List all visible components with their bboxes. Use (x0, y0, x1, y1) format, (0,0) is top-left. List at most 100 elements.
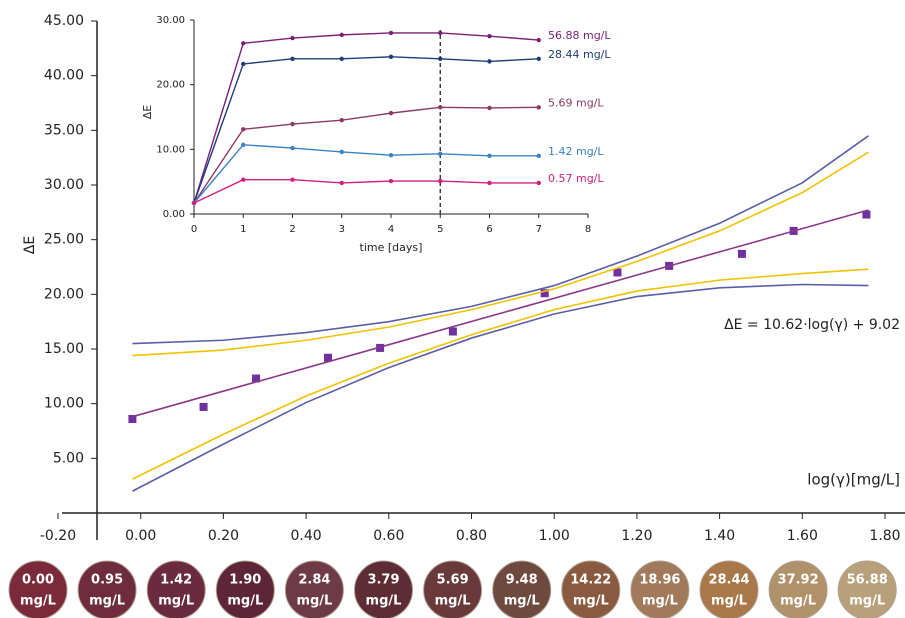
y-tick-label: 20.00 (44, 286, 84, 302)
data-point (200, 403, 208, 411)
series-point (340, 118, 344, 122)
series-line (194, 145, 539, 203)
series-point (487, 34, 491, 38)
chart: ΔE log(γ)[mg/L] ΔE = 10.62·log(γ) + 9.02… (0, 0, 905, 618)
series-point (241, 41, 245, 45)
series-point (389, 179, 393, 183)
y-tick-label: 5.00 (53, 450, 84, 466)
curve (132, 269, 868, 479)
inset-x-tick-label: 7 (536, 224, 542, 235)
sample-unit: mg/L (366, 594, 402, 609)
sample-unit: mg/L (780, 594, 816, 609)
sample-disc (355, 561, 413, 618)
sample-disc (631, 561, 689, 618)
y-axis-label: ΔE (22, 236, 38, 254)
sample-unit: mg/L (20, 594, 56, 609)
x-tick-label: 0.80 (456, 528, 487, 544)
curve (132, 284, 868, 491)
sample-value: 56.88 (847, 573, 888, 588)
inset-y-tick-label: 10.00 (156, 144, 185, 155)
inset-x-tick-label: 4 (388, 224, 394, 235)
y-tick-label: 45.00 (44, 13, 84, 29)
sample-unit: mg/L (711, 594, 747, 609)
sample-disc (9, 561, 67, 618)
series-point (389, 153, 393, 157)
sample-value: 28.44 (708, 573, 749, 588)
inset-x-tick-label: 3 (339, 224, 345, 235)
series-point (487, 59, 491, 63)
sample-unit: mg/L (573, 594, 609, 609)
inset-x-tick-label: 0 (191, 224, 197, 235)
series-line (194, 57, 539, 203)
sample-unit: mg/L (849, 594, 885, 609)
equation: ΔE = 10.62·log(γ) + 9.02 (724, 317, 900, 333)
series-point (438, 57, 442, 61)
x-tick-label: -0.20 (40, 528, 76, 544)
inset-y-tick-label: 0.00 (163, 209, 185, 220)
series-label: 0.57 mg/L (548, 172, 604, 185)
sample-disc (562, 561, 620, 618)
curve (132, 210, 868, 417)
x-axis-label: log(γ)[mg/L] (807, 471, 900, 489)
sample-unit: mg/L (504, 594, 540, 609)
x-tick-label: 0.40 (291, 528, 322, 544)
series-point (389, 55, 393, 59)
sample-disc (493, 561, 551, 618)
inset-x-label: time [days] (360, 241, 423, 254)
sample-disc (769, 561, 827, 618)
sample-disc (78, 561, 136, 618)
y-tick-label: 40.00 (44, 68, 84, 84)
series-point (290, 178, 294, 182)
series-point (389, 31, 393, 35)
inset-x-tick-label: 5 (437, 224, 443, 235)
x-tick-label: 1.00 (539, 528, 570, 544)
x-tick-label: 0.00 (125, 528, 156, 544)
x-tick-label: 1.80 (869, 528, 900, 544)
data-point (449, 328, 457, 336)
sample-value: 5.69 (437, 573, 469, 588)
y-tick-label: 25.00 (44, 232, 84, 248)
inset-y-label: ΔE (141, 105, 154, 120)
x-tick-label: 1.60 (787, 528, 818, 544)
sample-value: 0.00 (22, 573, 54, 588)
sample-value: 1.90 (229, 573, 261, 588)
y-tick-label: 15.00 (44, 341, 84, 357)
y-tick-label: 30.00 (44, 177, 84, 193)
sample-value: 37.92 (778, 573, 819, 588)
series-point (340, 33, 344, 37)
series-point (192, 201, 196, 205)
series-line (194, 180, 539, 203)
y-tick-label: 10.00 (44, 396, 84, 412)
series-point (290, 57, 294, 61)
sample-value: 2.84 (298, 573, 330, 588)
series-point (290, 146, 294, 150)
series-point (537, 57, 541, 61)
inset-x-tick-label: 2 (289, 224, 295, 235)
series-point (487, 154, 491, 158)
x-tick-label: 0.60 (373, 528, 404, 544)
sample-value: 14.22 (570, 573, 611, 588)
sample-disc (700, 561, 758, 618)
series-point (241, 127, 245, 131)
series-point (438, 152, 442, 156)
series-label: 1.42 mg/L (548, 145, 604, 158)
inset-y-tick-label: 20.00 (156, 80, 185, 91)
series-label: 56.88 mg/L (548, 29, 611, 42)
sample-disc (147, 561, 205, 618)
sample-value: 9.48 (506, 573, 538, 588)
series-point (537, 105, 541, 109)
sample-unit: mg/L (158, 594, 194, 609)
sample-disc (285, 561, 343, 618)
series-point (340, 181, 344, 185)
x-tick-label: 1.20 (621, 528, 652, 544)
series-point (241, 143, 245, 147)
series-point (241, 62, 245, 66)
series-point (537, 38, 541, 42)
x-tick-label: 1.40 (704, 528, 735, 544)
sample-unit: mg/L (89, 594, 125, 609)
series-point (438, 179, 442, 183)
inset-x-tick-label: 8 (585, 224, 591, 235)
series-point (241, 178, 245, 182)
sample-unit: mg/L (296, 594, 332, 609)
sample-unit: mg/L (642, 594, 678, 609)
